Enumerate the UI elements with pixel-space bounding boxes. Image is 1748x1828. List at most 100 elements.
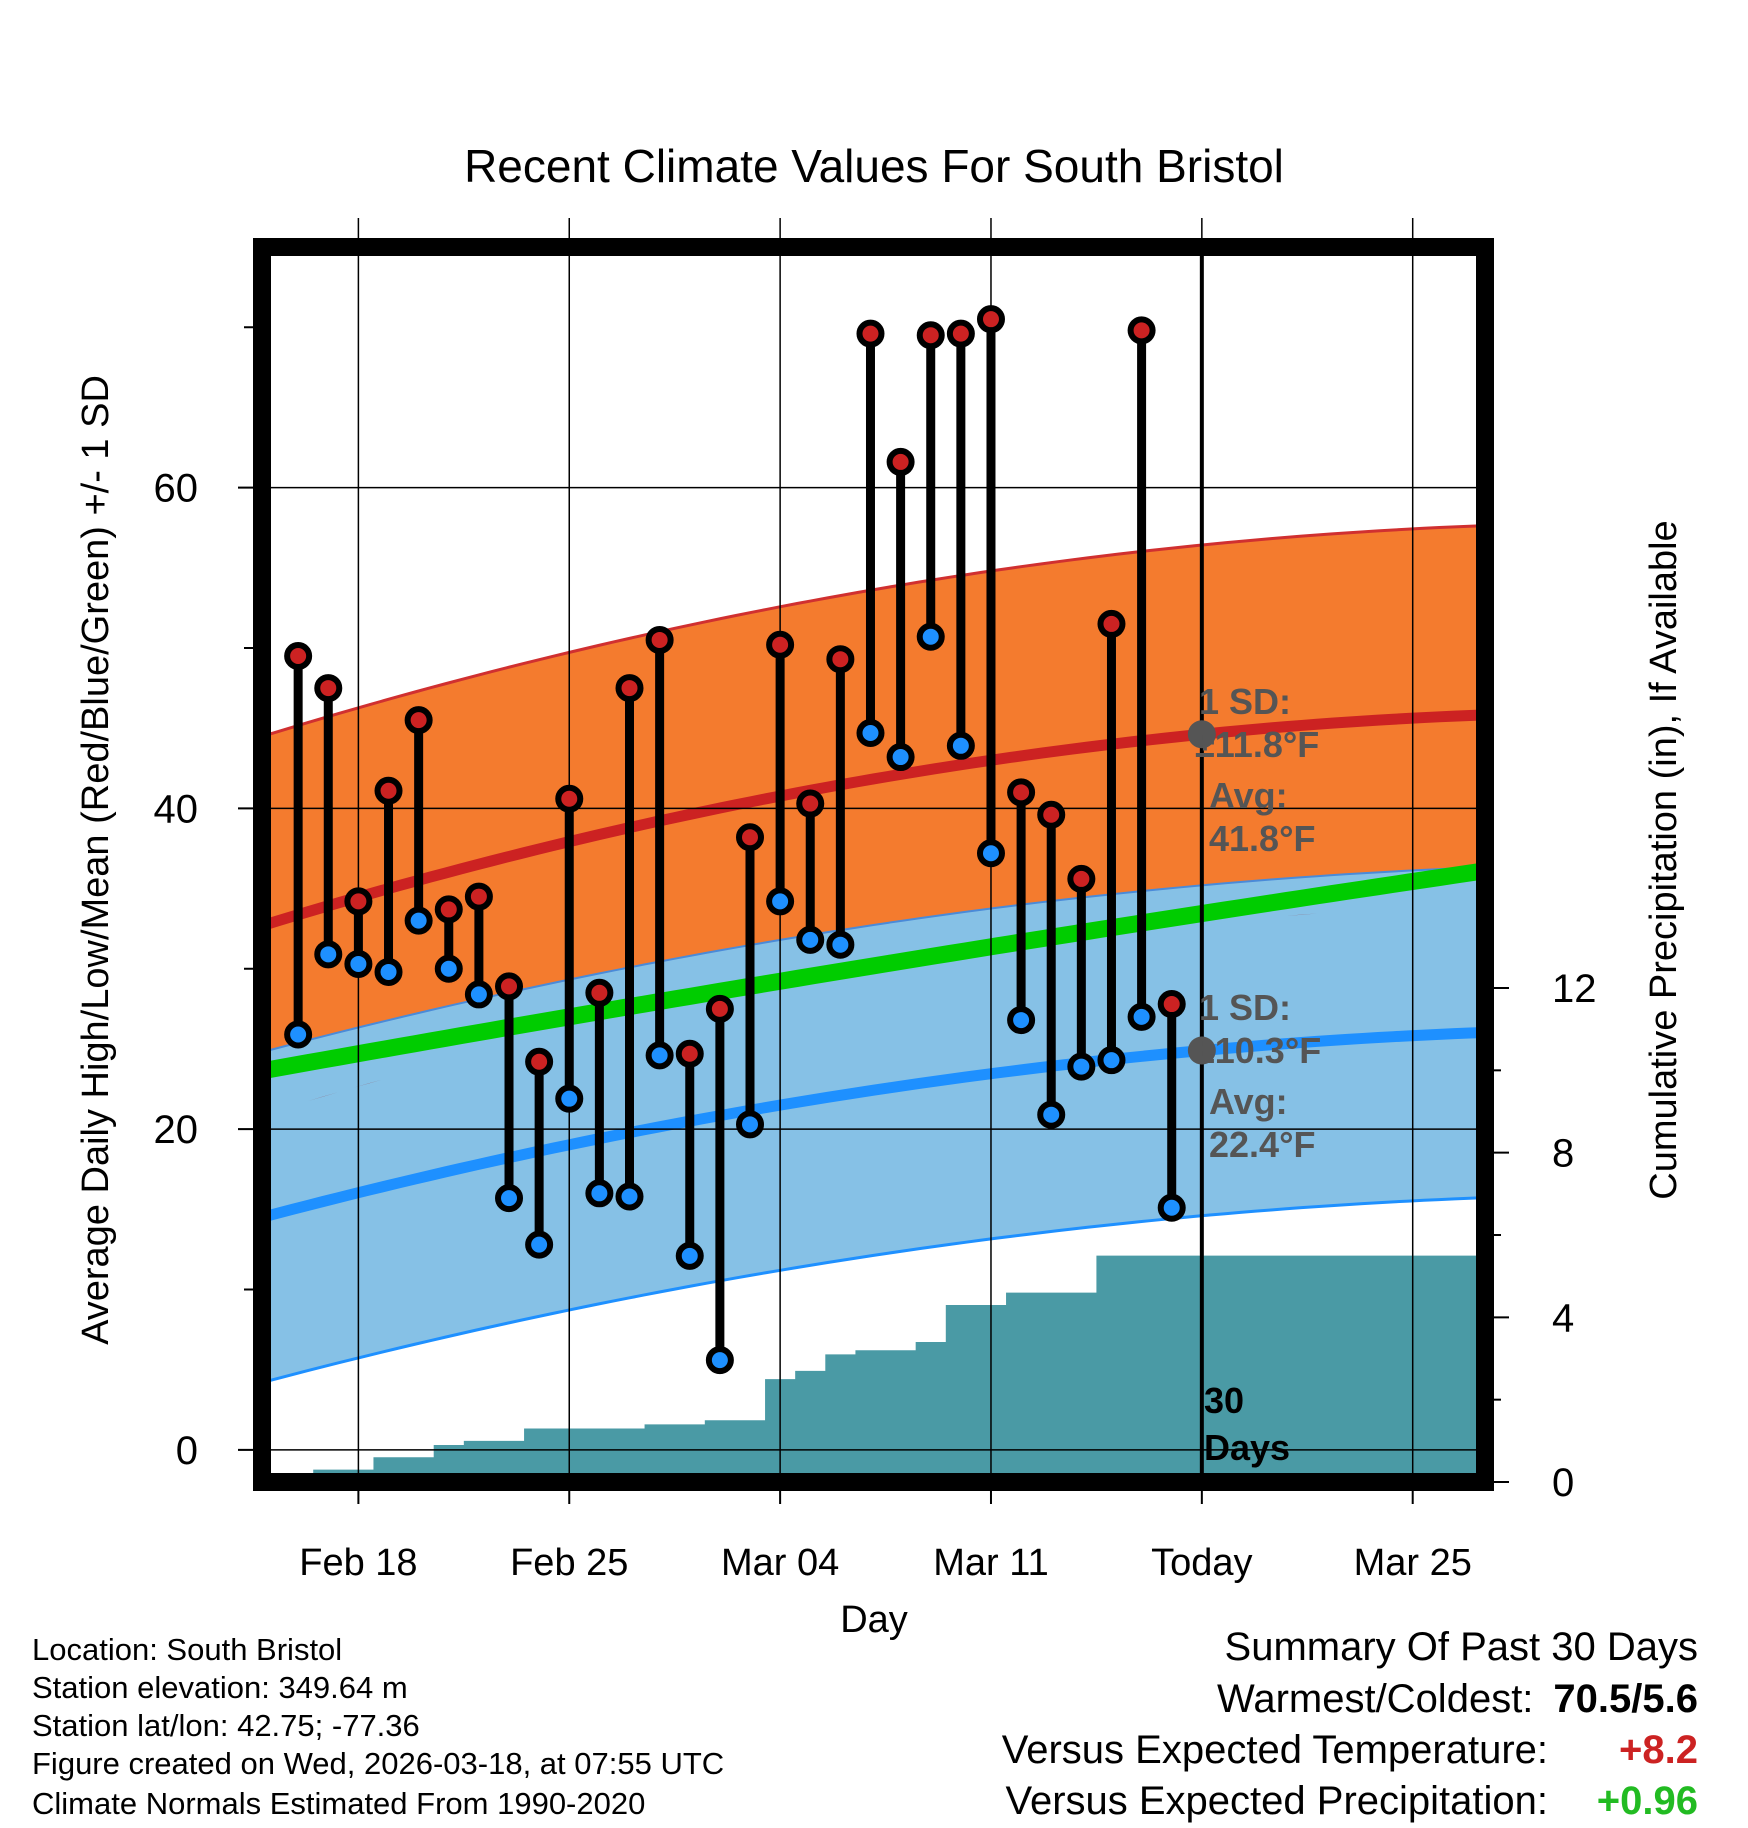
summary-temp-label: Versus Expected Temperature: xyxy=(1001,1728,1548,1772)
daily-low-point xyxy=(374,957,403,986)
daily-low-point xyxy=(284,1020,313,1049)
daily-high-point xyxy=(976,305,1005,334)
x-tick-label: Mar 11 xyxy=(933,1542,1048,1584)
daily-high-point xyxy=(344,887,373,916)
footer-elevation: Station elevation: 349.64 m xyxy=(32,1670,408,1705)
daily-low-point xyxy=(705,1346,734,1375)
y2-tick-label: 8 xyxy=(1552,1132,1574,1176)
low-band-top-edge xyxy=(262,866,1485,1054)
summary-temp: Versus Expected Temperature: +8.2 xyxy=(1002,1728,1698,1773)
high-sd-label: 1 SD: xyxy=(1199,681,1291,722)
precip-area xyxy=(283,1255,1485,1482)
days-count: 30 xyxy=(1204,1380,1244,1421)
y2-axis-label: Cumulative Precipitation (in), If Availa… xyxy=(1643,520,1685,1199)
x-tick-label: Mar 25 xyxy=(1354,1542,1472,1584)
summary-temp-value: +8.2 xyxy=(1619,1728,1698,1772)
daily-high-point xyxy=(675,1039,704,1068)
footer-latlon: Station lat/lon: 42.75; -77.36 xyxy=(32,1708,420,1743)
y2-tick-label: 12 xyxy=(1552,967,1597,1011)
daily-low-point xyxy=(886,743,915,772)
daily-high-point xyxy=(615,674,644,703)
x-tick-label: Feb 25 xyxy=(510,1542,628,1584)
summary-precip-label: Versus Expected Precipitation: xyxy=(1005,1779,1548,1823)
footer-normals: Climate Normals Estimated From 1990-2020 xyxy=(32,1786,646,1821)
daily-high-point xyxy=(886,447,915,476)
daily-high-point xyxy=(314,674,343,703)
summary-warm-cold-label: Warmest/Coldest: xyxy=(1217,1677,1534,1721)
summary-precip: Versus Expected Precipitation: +0.96 xyxy=(1005,1779,1698,1824)
daily-low-point xyxy=(404,906,433,935)
daily-high-point xyxy=(525,1047,554,1076)
daily-low-point xyxy=(826,930,855,959)
daily-low-point xyxy=(766,887,795,916)
daily-low-point xyxy=(1037,1100,1066,1129)
daily-high-point xyxy=(495,972,524,1001)
normal-mean-line xyxy=(262,862,1485,1080)
y-tick-label: 20 xyxy=(154,1108,199,1152)
daily-low-point xyxy=(1127,1002,1156,1031)
daily-high-point xyxy=(404,706,433,735)
daily-high-point xyxy=(796,789,825,818)
daily-high-point xyxy=(434,895,463,924)
summary-precip-value: +0.96 xyxy=(1596,1779,1698,1823)
x-tick-label: Today xyxy=(1151,1542,1252,1584)
low-avg-label: Avg: xyxy=(1209,1081,1288,1122)
daily-low-point xyxy=(1097,1046,1126,1075)
daily-high-point xyxy=(464,882,493,911)
daily-high-point xyxy=(1037,800,1066,829)
daily-high-point xyxy=(1007,778,1036,807)
daily-high-point xyxy=(735,823,764,852)
daily-low-point xyxy=(525,1230,554,1259)
low-band-bottom-edge xyxy=(262,1196,1485,1385)
daily-low-point xyxy=(1007,1006,1036,1035)
daily-low-point xyxy=(735,1110,764,1139)
x-tick-label: Mar 04 xyxy=(721,1542,839,1584)
daily-low-point xyxy=(1067,1052,1096,1081)
daily-low-point xyxy=(675,1241,704,1270)
daily-high-point xyxy=(1127,316,1156,345)
summary-warm-cold-value: 70.5/5.6 xyxy=(1553,1677,1698,1721)
daily-high-point xyxy=(555,784,584,813)
y-tick-label: 40 xyxy=(154,787,199,831)
low-sd-value: ±10.3°F xyxy=(1195,1030,1321,1071)
daily-high-point xyxy=(1097,609,1126,638)
daily-low-point xyxy=(464,980,493,1009)
daily-low-point xyxy=(434,954,463,983)
plot-frame xyxy=(253,238,1494,1491)
daily-high-point xyxy=(946,319,975,348)
high-avg-value: 41.8°F xyxy=(1209,818,1315,859)
daily-low-point xyxy=(645,1041,674,1070)
daily-low-point xyxy=(495,1184,524,1213)
daily-high-point xyxy=(705,994,734,1023)
daily-high-point xyxy=(1067,864,1096,893)
days-word: Days xyxy=(1204,1427,1290,1468)
daily-low-point xyxy=(856,718,885,747)
daily-low-point xyxy=(615,1182,644,1211)
normal-low-line xyxy=(262,1026,1485,1223)
low-sd-label: 1 SD: xyxy=(1199,987,1291,1028)
high-avg-label: Avg: xyxy=(1209,775,1288,816)
daily-high-point xyxy=(585,978,614,1007)
footer-location: Location: South Bristol xyxy=(32,1632,343,1667)
x-axis-label: Day xyxy=(840,1599,908,1641)
daily-low-point xyxy=(976,839,1005,868)
y2-tick-label: 0 xyxy=(1552,1461,1574,1505)
footer-created: Figure created on Wed, 2026-03-18, at 07… xyxy=(32,1746,725,1781)
summary-title: Summary Of Past 30 Days xyxy=(1224,1625,1698,1669)
summary-warm-cold: Warmest/Coldest: 70.5/5.6 xyxy=(1217,1677,1698,1722)
daily-high-point xyxy=(826,645,855,674)
daily-low-point xyxy=(1157,1193,1186,1222)
x-tick-label: Feb 18 xyxy=(299,1542,417,1584)
daily-low-point xyxy=(946,731,975,760)
chart-title: Recent Climate Values For South Bristol xyxy=(464,140,1284,192)
low-avg-marker xyxy=(1187,1036,1216,1065)
daily-high-point xyxy=(916,321,945,350)
y-tick-label: 60 xyxy=(154,467,199,511)
daily-low-point xyxy=(916,622,945,651)
daily-high-point xyxy=(645,625,674,654)
daily-high-point xyxy=(374,776,403,805)
daily-low-point xyxy=(344,949,373,978)
y2-tick-label: 4 xyxy=(1552,1296,1574,1340)
daily-high-point xyxy=(856,319,885,348)
